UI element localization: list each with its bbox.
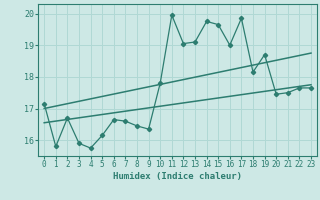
X-axis label: Humidex (Indice chaleur): Humidex (Indice chaleur) xyxy=(113,172,242,181)
